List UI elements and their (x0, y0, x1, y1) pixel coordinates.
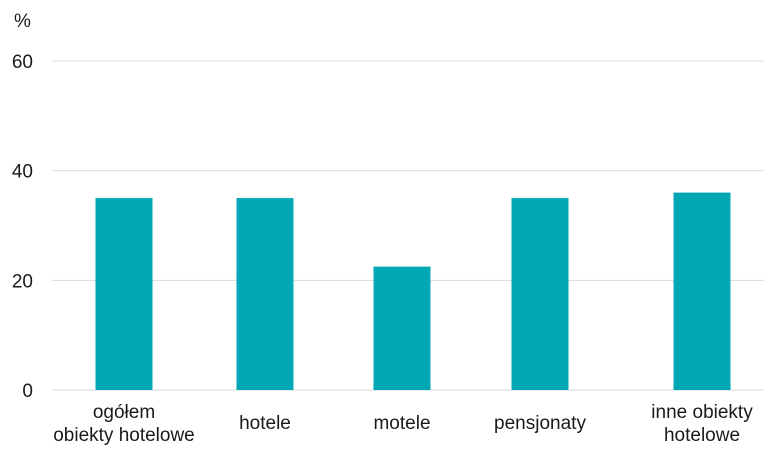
bar-1 (236, 198, 294, 390)
x-category-label: motele (373, 413, 430, 434)
bar-2 (373, 266, 431, 390)
bar-3 (511, 198, 569, 390)
y-tick-label: 60 (12, 52, 33, 73)
y-tick-label: 0 (22, 381, 33, 402)
x-category-label: ogółem obiekty hotelowe (53, 402, 195, 446)
bar-4 (673, 192, 731, 390)
x-category-label: pensjonaty (494, 413, 586, 434)
y-axis-ticks: 0 20 40 60 (12, 52, 33, 402)
x-category-label: hotele (239, 413, 291, 434)
x-category-label: inne obiekty hotelowe (651, 402, 753, 446)
y-tick-label: 20 (12, 271, 33, 292)
y-axis-unit-label: % (14, 11, 31, 32)
y-tick-label: 40 (12, 162, 33, 183)
x-axis-labels: ogółem obiekty hotelowe hotele motele pensjo… (53, 402, 753, 446)
bar-0 (95, 198, 153, 390)
bars (95, 192, 731, 390)
